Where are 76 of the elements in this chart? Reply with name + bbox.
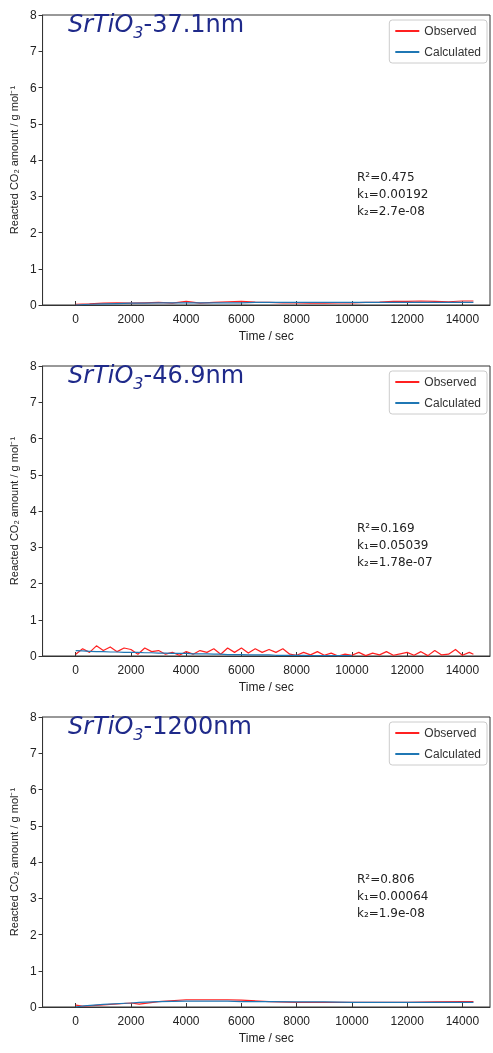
chart-title: SrTiO$_{3}$-46.9nm	[68, 361, 245, 393]
annotation: R²=0.806	[357, 871, 415, 886]
y-tick-label: 1	[29, 963, 37, 978]
annotation: k₁=0.00192	[357, 186, 429, 201]
y-tick-label: 7	[29, 746, 37, 761]
y-tick-label: 5	[29, 818, 37, 833]
x-tick-label: 0	[72, 663, 80, 677]
y-axis-title: Reacted CO₂ amount / g mol⁻¹	[7, 436, 20, 586]
y-tick-label: 2	[29, 225, 37, 240]
chart-title: SrTiO$_{3}$-1200nm	[68, 712, 252, 744]
annotation: R²=0.475	[357, 169, 415, 184]
y-tick-label: 2	[29, 576, 37, 591]
annotation: k₁=0.05039	[357, 537, 429, 552]
x-tick-label: 12000	[390, 312, 425, 326]
y-tick-label: 5	[29, 116, 37, 131]
y-tick-label: 0	[29, 649, 37, 663]
x-tick-label: 6000	[228, 312, 256, 326]
y-tick-label: 4	[29, 153, 37, 167]
x-tick-label: 8000	[283, 663, 311, 677]
x-tick-label: 12000	[390, 1014, 425, 1028]
y-tick-label: 7	[29, 44, 37, 59]
y-tick-label: 0	[29, 1000, 37, 1014]
x-tick-label: 4000	[172, 663, 200, 677]
legend-label: Calculated	[424, 396, 481, 410]
annotation: k₂=2.7e-08	[357, 203, 425, 218]
x-tick-label: 0	[72, 312, 80, 326]
x-tick-label: 6000	[228, 1014, 256, 1028]
y-tick-label: 0	[29, 298, 37, 312]
legend-label: Observed	[424, 24, 477, 38]
x-tick-label: 10000	[335, 312, 369, 326]
y-tick-label: 6	[29, 80, 37, 95]
legend-label: Observed	[424, 375, 477, 389]
y-tick-label: 4	[29, 855, 37, 869]
y-tick-label: 1	[29, 261, 37, 276]
x-axis-title: Time / sec	[238, 328, 294, 343]
x-tick-label: 2000	[117, 1014, 145, 1028]
annotation: k₁=0.00064	[357, 888, 429, 903]
y-tick-label: 6	[29, 431, 37, 446]
x-tick-label: 10000	[335, 1014, 369, 1028]
x-tick-label: 0	[72, 1014, 80, 1028]
x-tick-label: 10000	[335, 663, 369, 677]
y-tick-label: 1	[29, 612, 37, 627]
x-tick-label: 8000	[283, 312, 311, 326]
y-tick-label: 7	[29, 395, 37, 410]
line-series	[75, 645, 475, 657]
x-axis-title: Time / sec	[238, 1030, 294, 1045]
x-tick-label: 12000	[390, 663, 425, 677]
x-tick-label: 2000	[117, 312, 145, 326]
chart-title: SrTiO$_{3}$-37.1nm	[68, 10, 245, 42]
y-tick-label: 8	[29, 359, 37, 373]
y-tick-label: 2	[29, 927, 37, 942]
x-tick-label: 6000	[228, 663, 256, 677]
legend-label: Calculated	[424, 747, 481, 761]
y-tick-label: 5	[29, 467, 37, 482]
y-tick-label: 8	[29, 8, 37, 22]
x-tick-label: 14000	[445, 663, 480, 677]
x-tick-label: 14000	[445, 1014, 480, 1028]
y-tick-label: 3	[29, 189, 37, 204]
y-tick-label: 6	[29, 782, 37, 797]
x-tick-label: 8000	[283, 1014, 311, 1028]
x-tick-label: 4000	[172, 1014, 200, 1028]
y-tick-label: 4	[29, 504, 37, 518]
y-tick-label: 8	[29, 710, 37, 724]
x-tick-label: 14000	[445, 312, 480, 326]
x-tick-label: 2000	[117, 663, 145, 677]
annotation: k₂=1.9e-08	[357, 905, 425, 920]
legend-label: Calculated	[424, 45, 481, 59]
annotation: k₂=1.78e-07	[357, 554, 433, 569]
y-axis-title: Reacted CO₂ amount / g mol⁻¹	[7, 787, 20, 937]
annotation: R²=0.169	[357, 520, 415, 535]
x-axis-title: Time / sec	[238, 679, 294, 694]
x-tick-label: 4000	[172, 312, 200, 326]
y-tick-label: 3	[29, 540, 37, 555]
y-tick-label: 3	[29, 891, 37, 906]
y-axis-title: Reacted CO₂ amount / g mol⁻¹	[7, 85, 20, 235]
legend-label: Observed	[424, 726, 477, 740]
